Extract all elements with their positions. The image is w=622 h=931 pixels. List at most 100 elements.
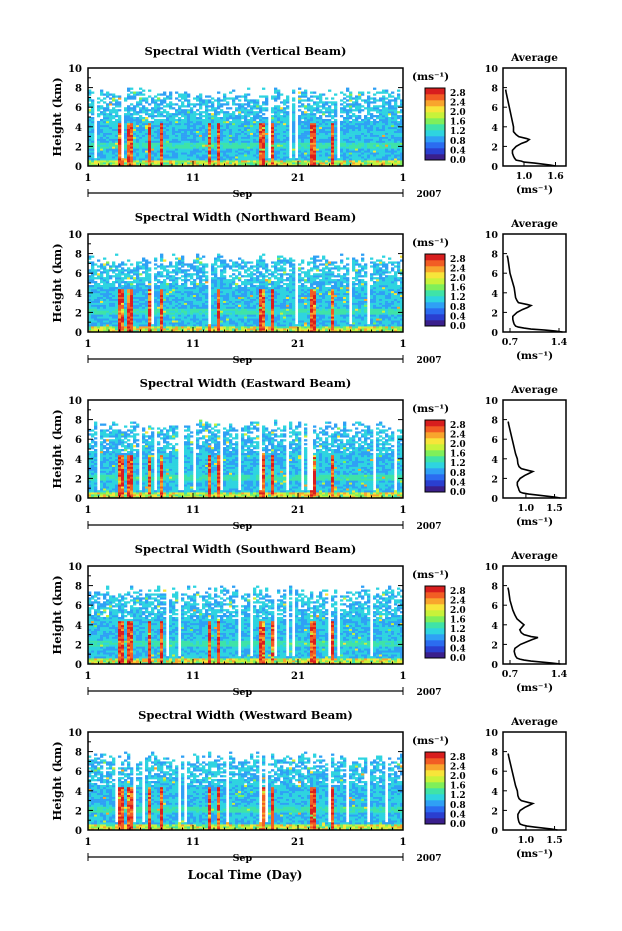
heatmap-cell [313,125,316,127]
heatmap-cell [121,279,124,281]
heatmap-cell [199,299,202,301]
heatmap-cell [106,263,109,265]
heatmap-cell [175,152,178,154]
heatmap-cell [343,146,346,148]
heatmap-cell [169,135,172,137]
heatmap-cell [199,324,202,326]
heatmap-cell [394,144,397,146]
heatmap-cell [157,133,160,135]
heatmap-cell [166,139,169,141]
heatmap-cell [115,158,118,160]
heatmap-cell [178,301,181,303]
heatmap-cell [184,291,187,293]
heatmap-cell [166,123,169,125]
heatmap-cell [103,269,106,271]
heatmap-cell [208,328,211,330]
heatmap-cell [376,152,379,154]
heatmap-cell [238,322,241,324]
heatmap-cell [367,148,370,150]
heatmap-cell [238,135,241,137]
heatmap-cell [175,316,178,318]
heatmap-cell [154,109,157,111]
heatmap-cell [250,113,253,115]
heatmap-cell [205,154,208,156]
heatmap-cell [193,291,196,293]
heatmap-cell [229,299,232,301]
profile-x-tick-label: 1.6 [547,171,564,182]
heatmap-cell [388,117,391,119]
heatmap-cell [172,135,175,137]
heatmap-cell [94,263,97,265]
heatmap-cell [343,154,346,156]
heatmap-cell [205,150,208,152]
heatmap-cell [235,146,238,148]
heatmap-cell [181,324,184,326]
heatmap-cell [334,154,337,156]
heatmap-cell [361,121,364,123]
heatmap-cell [127,93,130,95]
heatmap-cell [205,117,208,119]
heatmap-cell [199,129,202,131]
heatmap-cell [115,287,118,289]
heatmap-cell [175,301,178,303]
heatmap-cell [235,137,238,139]
heatmap-cell [127,324,130,326]
heatmap-cell [262,109,265,111]
heatmap-cell [157,271,160,273]
heatmap-cell [148,312,151,314]
heatmap-cell [394,142,397,144]
heatmap-cell [307,121,310,123]
heatmap-cell [151,107,154,109]
heatmap-cell [175,129,178,131]
heatmap-cell [319,129,322,131]
heatmap-cell [148,123,151,125]
heatmap-cell [187,275,190,277]
heatmap-cell [223,283,226,285]
heatmap-cell [169,113,172,115]
heatmap-cell [313,160,316,162]
heatmap-cell [346,90,349,92]
heatmap-cell [187,156,190,158]
heatmap-cell [100,277,103,279]
heatmap-cell [361,129,364,131]
heatmap-cell [349,142,352,144]
heatmap-cell [145,326,148,328]
heatmap-cell [157,326,160,328]
heatmap-cell [121,261,124,263]
heatmap-cell [256,121,259,123]
heatmap-cell [388,148,391,150]
colorbar-swatch [425,94,445,100]
heatmap-cell [232,115,235,117]
heatmap-cell [265,135,268,137]
heatmap-cell [232,263,235,265]
heatmap-cell [220,295,223,297]
heatmap-cell [136,299,139,301]
heatmap-cell [226,139,229,141]
heatmap-cell [199,97,202,99]
heatmap-cell [127,299,130,301]
heatmap-cell [229,297,232,299]
heatmap-cell [247,152,250,154]
heatmap-cell [187,141,190,143]
heatmap-cell [229,259,232,261]
heatmap-cell [157,289,160,291]
heatmap-cell [103,158,106,160]
heatmap-cell [205,271,208,273]
heatmap-cell [130,115,133,117]
heatmap-cell [175,328,178,330]
heatmap-cell [310,129,313,131]
heatmap-cell [256,144,259,146]
heatmap-cell [163,289,166,291]
heatmap-cell [325,160,328,162]
heatmap-cell [211,123,214,125]
heatmap-cell [199,289,202,291]
heatmap-cell [376,111,379,113]
heatmap-cell [193,310,196,312]
heatmap-cell [316,127,319,129]
heatmap-cell [148,148,151,150]
heatmap-cell [379,139,382,141]
heatmap-cell [394,113,397,115]
heatmap-cell [232,113,235,115]
heatmap-cell [271,125,274,127]
heatmap-cell [184,93,187,95]
